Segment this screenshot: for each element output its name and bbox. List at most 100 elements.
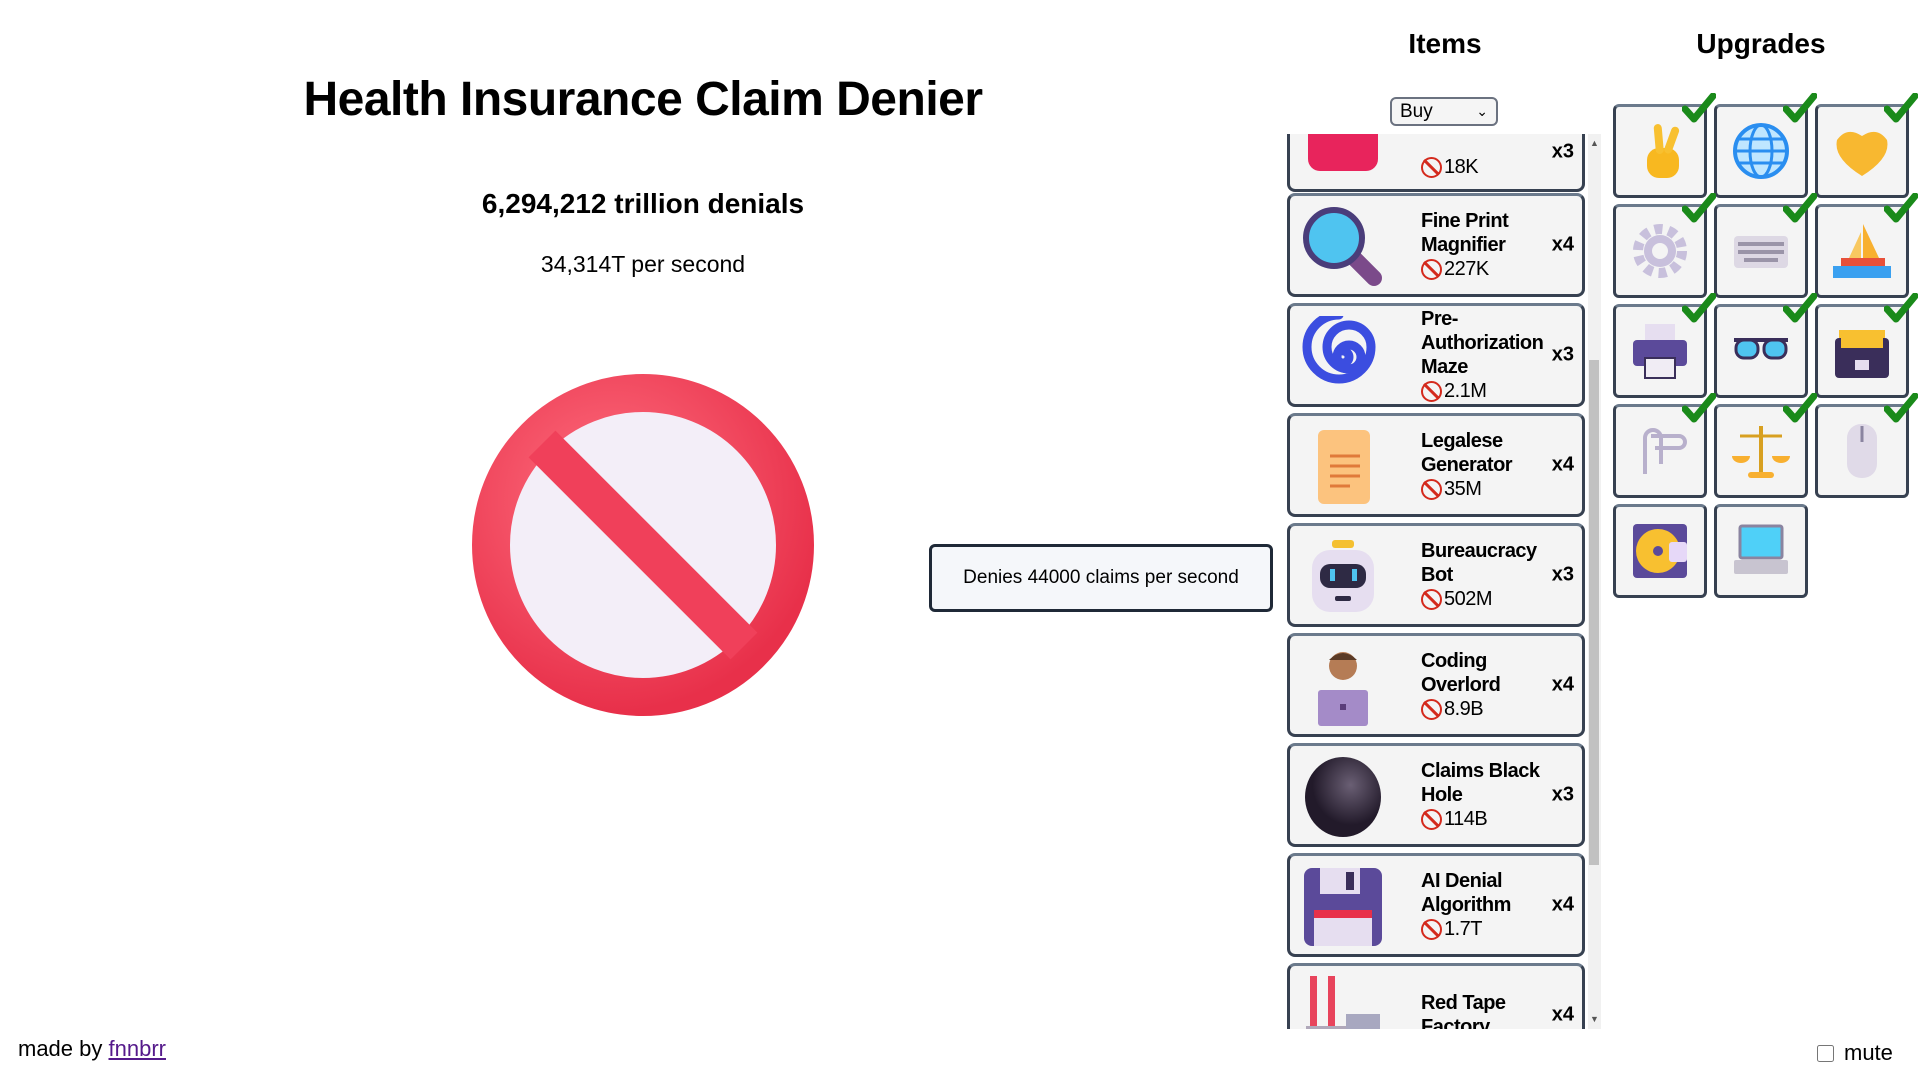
item-price: 1.7T <box>1444 918 1483 940</box>
item-quantity: x3 <box>1551 140 1574 163</box>
prohibited-icon <box>1421 380 1442 402</box>
item-card[interactable]: Claims Black Hole 114B x3 <box>1287 743 1585 847</box>
deny-button[interactable] <box>470 372 816 718</box>
mute-toggle[interactable]: mute <box>1817 1040 1893 1066</box>
items-heading: Items <box>1408 28 1482 59</box>
technologist-icon <box>1318 652 1368 726</box>
checkmark-icon <box>1783 293 1817 323</box>
laptop-icon <box>1734 524 1788 574</box>
item-tooltip: Denies 44000 claims per second <box>929 544 1273 612</box>
item-quantity: x4 <box>1551 233 1574 256</box>
checkmark-icon <box>1783 393 1817 423</box>
dvd-icon <box>1633 524 1687 578</box>
upgrade-button[interactable] <box>1613 393 1716 498</box>
item-price: 2.1M <box>1444 380 1487 402</box>
upgrade-button[interactable] <box>1714 504 1808 598</box>
item-quantity: x3 <box>1551 343 1574 366</box>
keyboard-icon <box>1734 236 1788 268</box>
denial-count: 6,294,212 trillion denials <box>481 188 805 219</box>
checkmark-icon <box>1783 193 1817 223</box>
checkmark-icon <box>1682 393 1716 423</box>
item-name: Fine Print Magnifier <box>1421 210 1509 256</box>
black-hole-icon <box>1305 757 1381 837</box>
checkmark-icon <box>1884 193 1918 223</box>
upgrade-button[interactable] <box>1613 504 1707 598</box>
page-title: Health Insurance Claim Denier <box>303 73 983 126</box>
upgrade-button[interactable] <box>1714 93 1817 198</box>
item-card[interactable]: Fine Print Magnifier 227K x4 <box>1287 193 1585 297</box>
floppy-disk-icon <box>1304 868 1382 946</box>
spiral-icon <box>1302 316 1376 384</box>
item-price: 502M <box>1444 588 1493 610</box>
telephone-icon <box>1308 134 1378 171</box>
upgrade-button[interactable] <box>1714 393 1817 498</box>
checkmark-icon <box>1884 93 1918 123</box>
upgrade-button[interactable] <box>1613 293 1716 398</box>
computer-mouse-icon <box>1847 424 1877 478</box>
handshake-icon <box>1836 131 1888 176</box>
buy-select-value: Buy <box>1400 100 1433 122</box>
item-name: Coding Overlord <box>1421 650 1501 696</box>
buy-sell-select[interactable]: Buy ⌄ <box>1390 97 1498 126</box>
upgrade-button[interactable] <box>1613 93 1716 198</box>
credits-text: made by <box>18 1036 109 1061</box>
item-card[interactable]: Red Tape Factory x4 <box>1287 963 1585 1029</box>
item-quantity: x3 <box>1551 783 1574 806</box>
item-quantity: x4 <box>1551 1003 1574 1026</box>
upgrade-button[interactable] <box>1714 193 1817 298</box>
item-card[interactable]: 18K x3 <box>1287 134 1585 192</box>
prohibited-icon <box>1421 588 1442 610</box>
item-card[interactable]: AI Denial Algorithm 1.7T x4 <box>1287 853 1585 957</box>
prohibited-icon <box>1421 258 1442 280</box>
magnifier-icon <box>1303 207 1382 286</box>
upgrades-heading: Upgrades <box>1696 28 1826 59</box>
prohibited-icon <box>1421 478 1442 500</box>
item-name: AI Denial Algorithm <box>1421 870 1511 916</box>
scroll-up-arrow[interactable]: ▲ <box>1590 138 1599 148</box>
author-link[interactable]: fnnbrr <box>108 1036 166 1061</box>
upgrade-button[interactable] <box>1613 193 1716 298</box>
item-card[interactable]: Legalese Generator 35M x4 <box>1287 413 1585 517</box>
prohibited-icon <box>1421 918 1442 940</box>
item-quantity: x4 <box>1551 893 1574 916</box>
item-name: Claims Black Hole <box>1421 760 1540 806</box>
item-name: Red Tape Factory <box>1421 992 1506 1029</box>
upgrade-button[interactable] <box>1815 93 1918 198</box>
item-name: Bureaucracy Bot <box>1421 540 1537 586</box>
item-name: Legalese Generator <box>1421 430 1513 476</box>
paperclips-icon <box>1643 428 1687 474</box>
upgrade-button[interactable] <box>1815 393 1918 498</box>
factory-icon <box>1306 976 1380 1029</box>
checkmark-icon <box>1682 293 1716 323</box>
scroll-down-arrow[interactable]: ▼ <box>1590 1014 1599 1024</box>
mute-label: mute <box>1844 1040 1893 1065</box>
upgrade-button[interactable] <box>1815 293 1918 398</box>
checkmark-icon <box>1682 93 1716 123</box>
items-list: 18K x3 Fine Print Magnifier 227K x4 Pre-… <box>1287 134 1601 1029</box>
prohibited-icon <box>1421 698 1442 720</box>
item-card[interactable]: Pre-Authorization Maze 2.1M x3 <box>1287 303 1585 407</box>
victory-hand-icon <box>1647 124 1680 178</box>
item-card[interactable]: Coding Overlord 8.9B x4 <box>1287 633 1585 737</box>
upgrade-button[interactable] <box>1815 193 1918 298</box>
sailboat-icon <box>1833 224 1891 278</box>
checkmark-icon <box>1682 193 1716 223</box>
checkmark-icon <box>1884 393 1918 423</box>
upgrade-button[interactable] <box>1714 293 1817 398</box>
prohibited-icon <box>1421 156 1442 178</box>
denials-per-second: 34,314T per second <box>540 251 746 277</box>
checkmark-icon <box>1884 293 1918 323</box>
item-price: 8.9B <box>1444 698 1484 720</box>
scrollbar-thumb[interactable] <box>1589 360 1599 865</box>
checkmark-icon <box>1783 93 1817 123</box>
item-quantity: x4 <box>1551 673 1574 696</box>
item-price: 35M <box>1444 478 1482 500</box>
glasses-icon <box>1734 338 1788 360</box>
prohibited-icon <box>1421 808 1442 830</box>
credits: made by fnnbrr <box>18 1036 166 1062</box>
mute-checkbox[interactable] <box>1817 1044 1834 1062</box>
chevron-down-icon: ⌄ <box>1476 103 1488 119</box>
item-card[interactable]: Bureaucracy Bot 502M x3 <box>1287 523 1585 627</box>
card-file-box-icon <box>1835 330 1889 378</box>
globe-icon <box>1733 123 1789 179</box>
